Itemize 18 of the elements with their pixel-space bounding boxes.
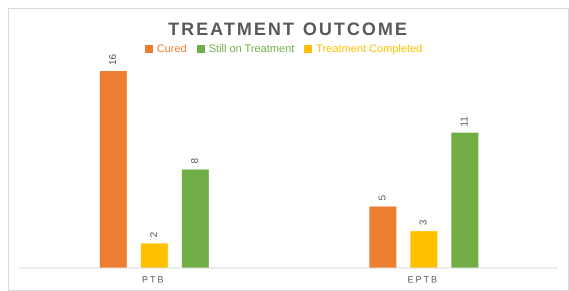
data-label: 3 [418, 219, 430, 226]
data-label: 16 [108, 53, 119, 65]
legend-label: Cured [156, 43, 187, 55]
bar [100, 71, 127, 268]
x-tick-label: EPTB [407, 274, 440, 284]
bar [451, 132, 478, 268]
bar [140, 243, 168, 268]
data-label: 8 [190, 158, 201, 164]
legend-label: Still on Treatment [208, 43, 294, 55]
legend-label: Treatment Completed [316, 43, 422, 55]
data-label: 2 [148, 231, 160, 238]
bar [369, 206, 396, 268]
bar [182, 170, 209, 268]
chart-title: TREATMENT OUTCOME [167, 19, 410, 41]
data-label: 5 [377, 194, 388, 200]
bar [410, 231, 438, 268]
data-label: 11 [459, 116, 470, 127]
x-tick-label: PTB [142, 274, 166, 284]
